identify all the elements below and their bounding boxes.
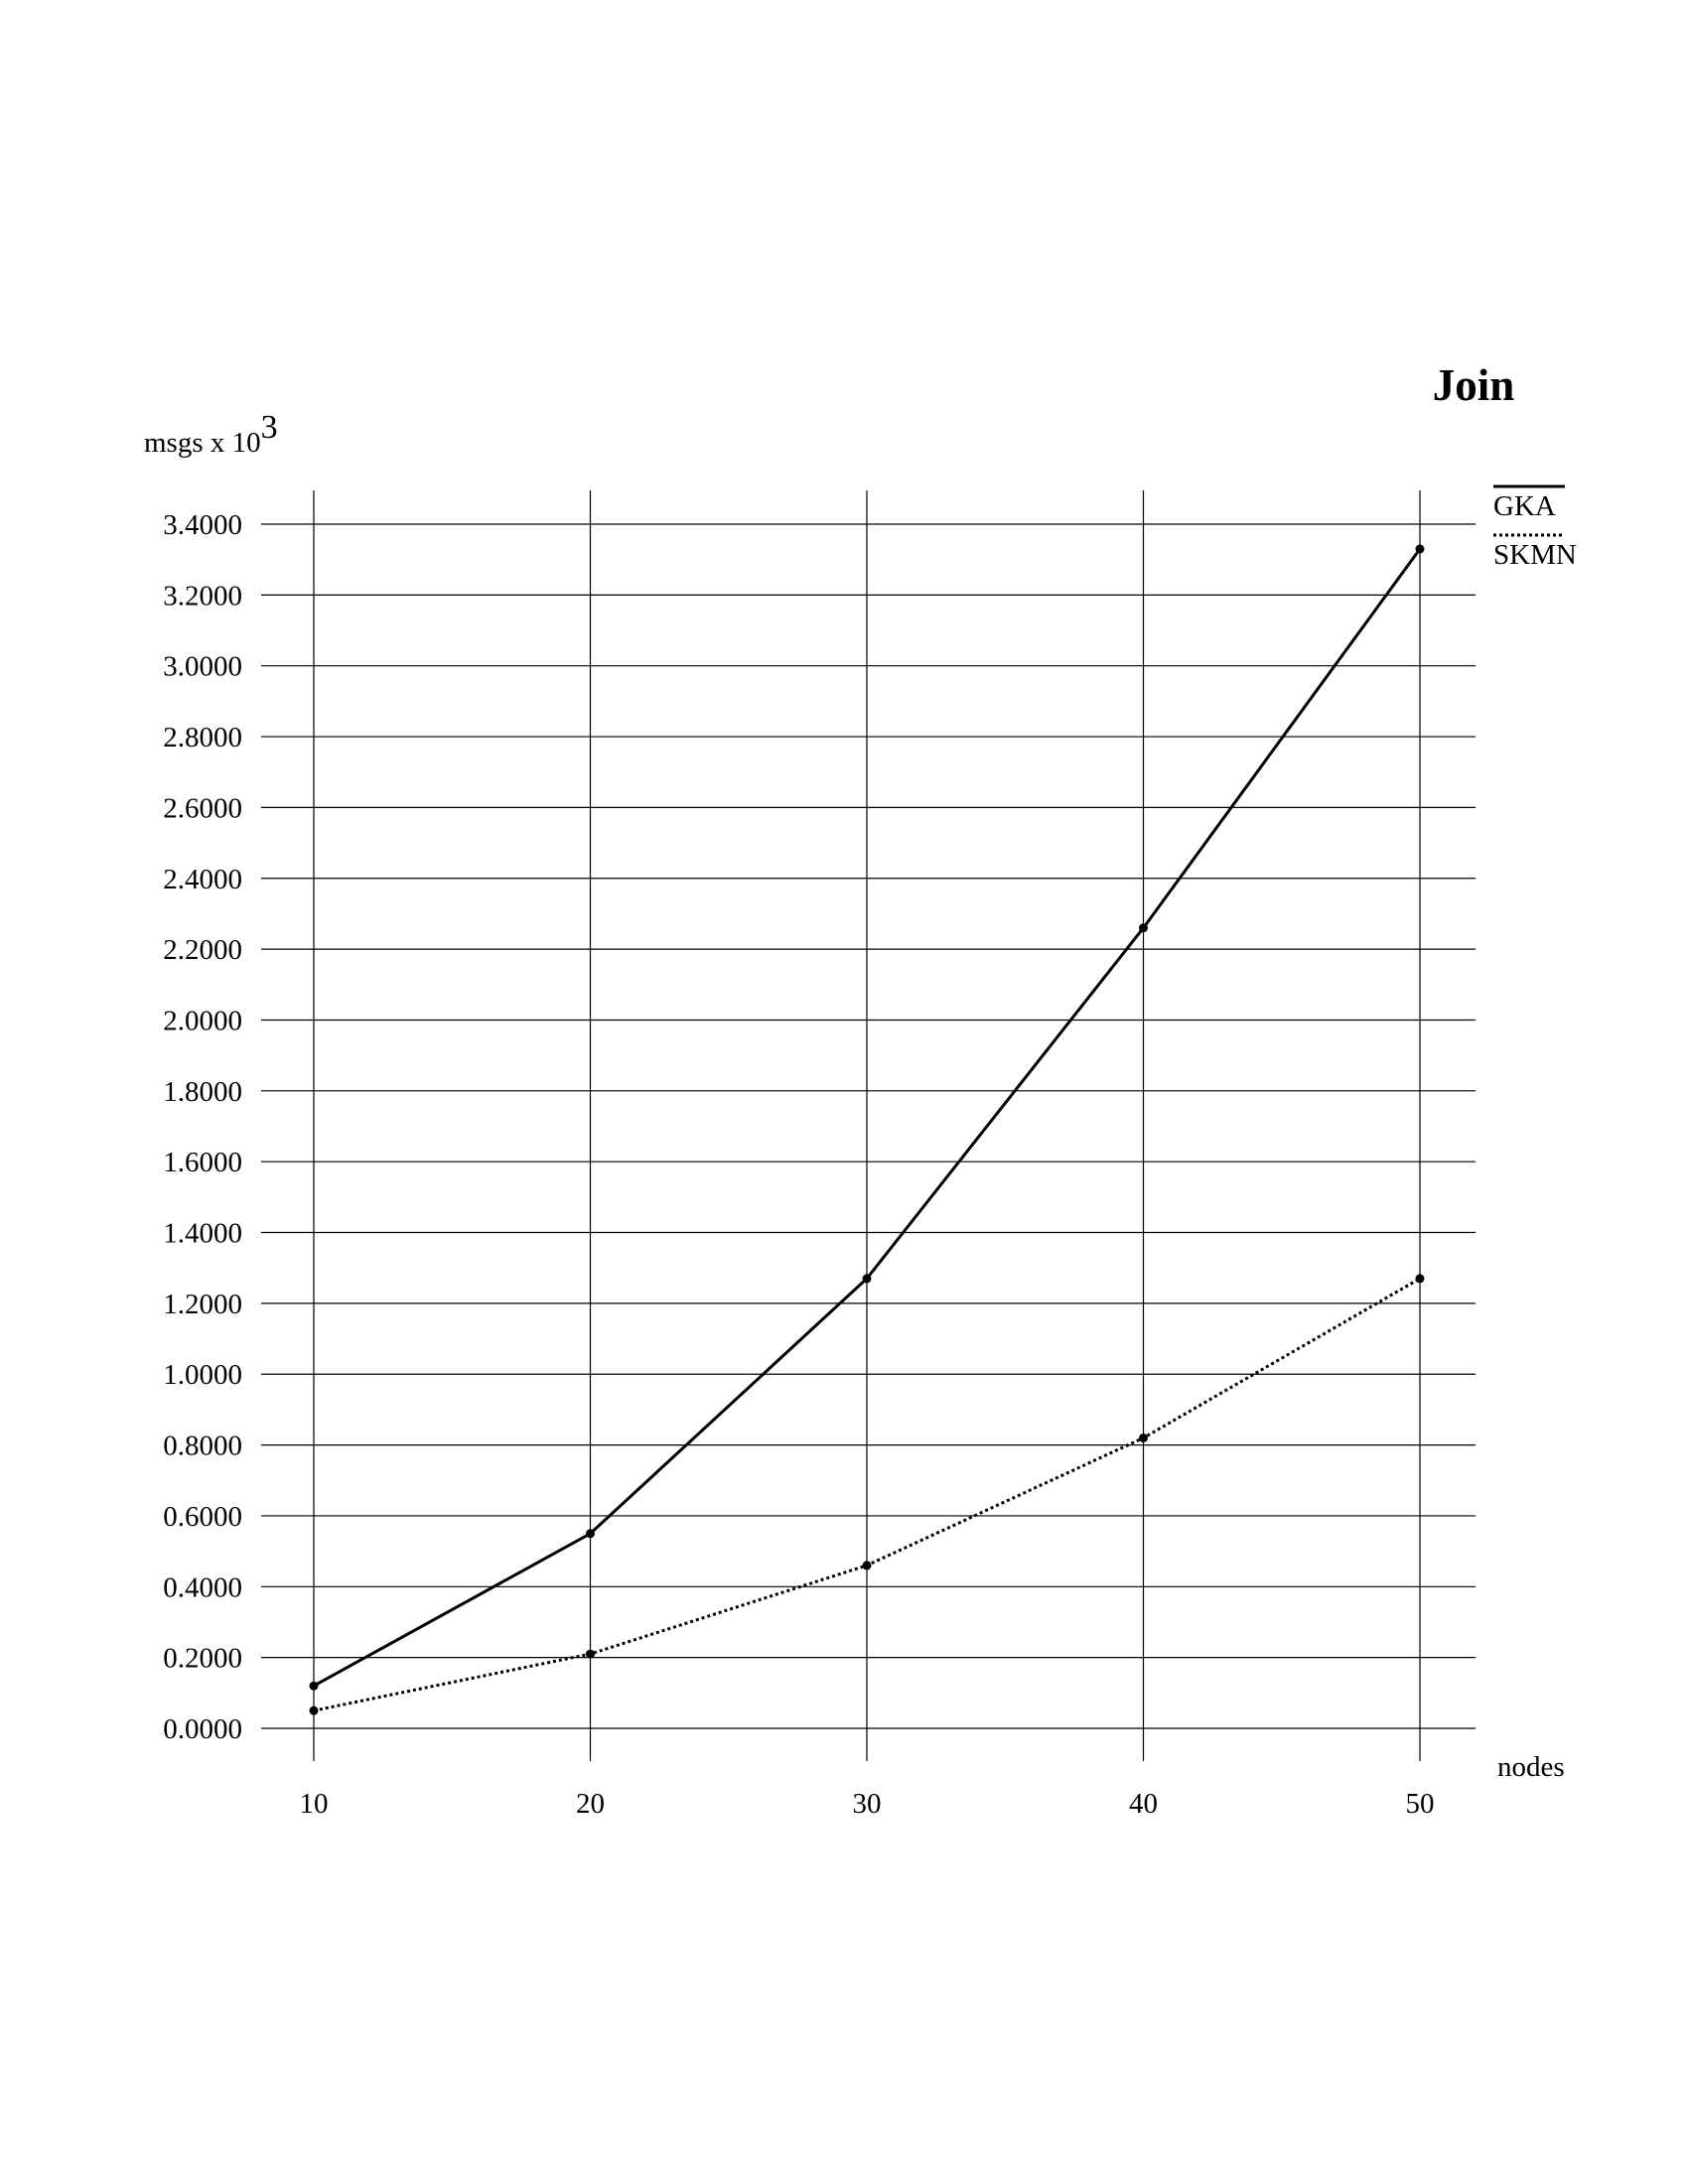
tick-labels: 0.0000 0.2000 0.4000 0.6000 0.8000 1.0000 1.20… bbox=[163, 509, 1434, 1820]
data-point-gka bbox=[1415, 544, 1425, 554]
x-tick-label: 50 bbox=[1406, 1788, 1435, 1820]
legend: GKA SKMN bbox=[1493, 484, 1577, 571]
y-axis-title: msgs x 103 bbox=[144, 409, 278, 459]
y-tick-label: 0.2000 bbox=[163, 1643, 242, 1675]
y-tick-label: 0.6000 bbox=[163, 1501, 242, 1533]
data-point-gka bbox=[586, 1529, 595, 1539]
x-tick-label: 30 bbox=[853, 1788, 882, 1820]
data-point-skmn bbox=[1415, 1274, 1425, 1284]
x-axis-title: nodes bbox=[1497, 1751, 1565, 1783]
grid bbox=[261, 490, 1476, 1761]
y-tick-label: 2.2000 bbox=[163, 934, 242, 966]
legend-label-gka: GKA bbox=[1493, 490, 1556, 522]
y-tick-label: 1.6000 bbox=[163, 1147, 242, 1178]
y-tick-label: 1.0000 bbox=[163, 1359, 242, 1391]
y-tick-label: 1.8000 bbox=[163, 1076, 242, 1108]
y-tick-label: 0.8000 bbox=[163, 1431, 242, 1462]
y-tick-label: 2.4000 bbox=[163, 864, 242, 895]
x-tick-label: 40 bbox=[1129, 1788, 1158, 1820]
series-group bbox=[309, 544, 1425, 1715]
y-tick-label: 0.4000 bbox=[163, 1571, 242, 1603]
y-axis-title-base: msgs x 10 bbox=[144, 427, 261, 459]
data-point-gka bbox=[862, 1274, 872, 1284]
y-tick-label: 2.8000 bbox=[163, 722, 242, 753]
data-point-gka bbox=[309, 1681, 319, 1691]
data-point-skmn bbox=[586, 1649, 595, 1659]
y-axis-title-exponent: 3 bbox=[261, 409, 278, 446]
y-tick-label: 3.4000 bbox=[163, 509, 242, 541]
y-tick-label: 0.0000 bbox=[163, 1713, 242, 1745]
y-tick-label: 3.2000 bbox=[163, 580, 242, 612]
y-tick-label: 1.2000 bbox=[163, 1289, 242, 1320]
y-tick-label: 1.4000 bbox=[163, 1218, 242, 1250]
data-point-skmn bbox=[862, 1561, 872, 1570]
y-tick-label: 3.0000 bbox=[163, 651, 242, 683]
y-tick-label: 2.6000 bbox=[163, 792, 242, 824]
chart-title: Join bbox=[1433, 360, 1515, 410]
data-point-skmn bbox=[1139, 1433, 1148, 1442]
legend-label-skmn: SKMN bbox=[1493, 539, 1577, 571]
x-tick-label: 20 bbox=[576, 1788, 605, 1820]
data-point-skmn bbox=[309, 1706, 319, 1715]
y-tick-label: 2.0000 bbox=[163, 1005, 242, 1036]
x-tick-label: 10 bbox=[300, 1788, 329, 1820]
data-point-gka bbox=[1139, 923, 1148, 933]
